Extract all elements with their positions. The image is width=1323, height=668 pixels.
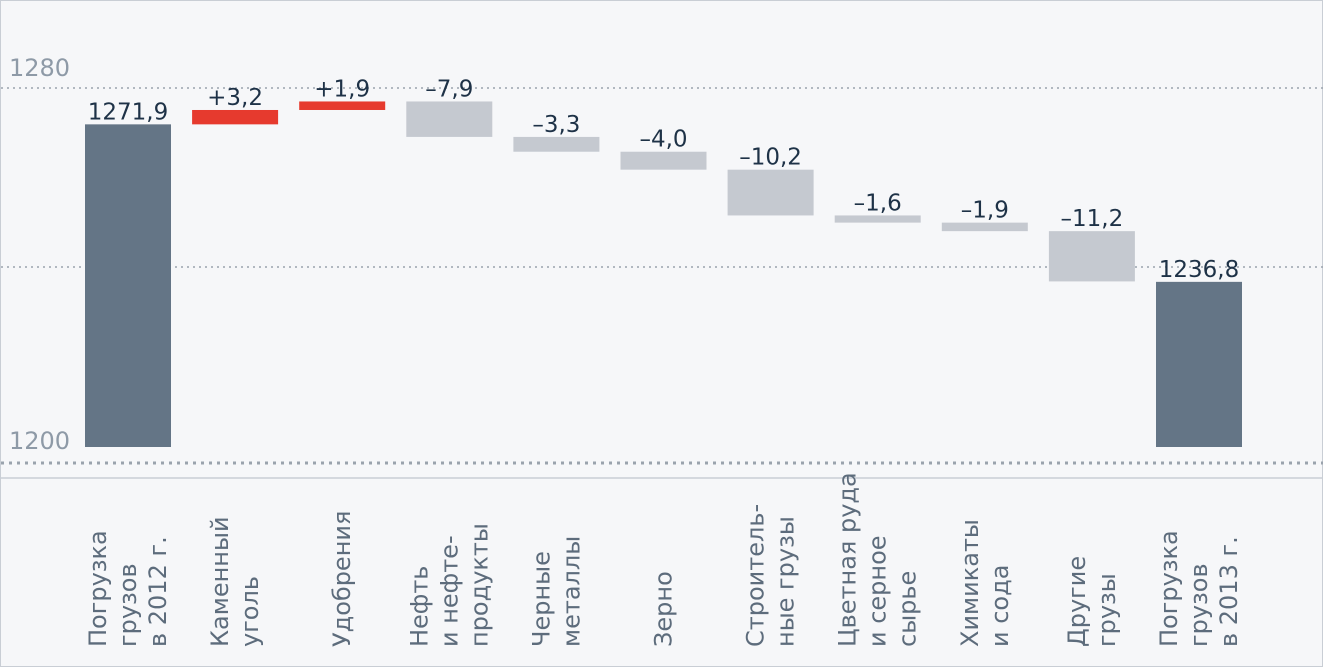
category-label-line: Погрузка: [84, 530, 112, 647]
category-label-line: металлы: [557, 536, 585, 647]
bar-1: [85, 124, 171, 447]
category-label-8: Цветная руда и серное сырье: [834, 472, 922, 647]
data-label-5: –3,3: [532, 112, 580, 138]
category-label-line: Каменный: [206, 516, 234, 647]
bar-5: [513, 136, 600, 152]
data-label-4: –7,9: [425, 76, 473, 102]
bar-10: [1048, 231, 1135, 282]
data-label-11: 1236,8: [1159, 257, 1239, 283]
category-label-3: Удобрения: [328, 511, 356, 647]
category-label-9: Химикаты и сода: [956, 519, 1014, 647]
y-tick-label-1200: 1200: [9, 427, 70, 455]
data-label-8: –1,6: [854, 190, 902, 216]
category-label-5: Черные металлы: [527, 536, 585, 647]
category-label-line: сырье: [894, 571, 922, 647]
bar-8: [834, 215, 921, 223]
category-label-line: Удобрения: [328, 511, 356, 647]
category-label-10: Другие грузы: [1063, 556, 1121, 647]
data-label-9: –1,9: [961, 198, 1009, 224]
category-label-line: грузы: [1093, 573, 1121, 647]
bar-9: [941, 222, 1028, 232]
category-label-2: Каменный уголь: [206, 516, 264, 647]
category-label-line: и серное: [864, 535, 892, 647]
data-label-2: +3,2: [207, 85, 263, 111]
bar-3: [299, 101, 386, 110]
category-label-line: и нефте-: [435, 535, 463, 647]
category-label-line: грузов: [114, 563, 142, 647]
category-label-7: Строитель-ные грузы: [742, 504, 800, 647]
category-label-line: Черные: [527, 551, 555, 647]
category-label-line: Другие: [1063, 556, 1091, 647]
category-label-line: в 2012 г.: [144, 536, 172, 647]
bar-2: [192, 109, 279, 125]
y-tick-label-1280: 1280: [9, 54, 70, 82]
category-label-line: продукты: [465, 523, 493, 647]
bar-11: [1156, 281, 1242, 447]
data-label-10: –11,2: [1061, 206, 1124, 232]
data-label-3: +1,9: [314, 76, 370, 102]
bar-6: [620, 151, 707, 170]
data-label-1: 1271,9: [88, 99, 168, 125]
category-label-line: Цветная руда: [834, 472, 862, 647]
category-label-6: Зерно: [650, 571, 678, 647]
category-label-11: Погрузка грузов в 2013 г.: [1155, 530, 1243, 647]
category-label-line: Зерно: [650, 571, 678, 647]
data-label-6: –4,0: [639, 127, 687, 153]
category-label-line: в 2013 г.: [1215, 536, 1243, 647]
category-label-line: Нефть: [405, 566, 433, 647]
bar-4: [406, 101, 493, 137]
category-label-line: Строитель-: [742, 504, 770, 647]
category-label-4: Нефть и нефте-продукты: [405, 523, 493, 647]
category-label-line: уголь: [236, 576, 264, 647]
category-label-line: Погрузка: [1155, 530, 1183, 647]
category-label-line: Химикаты: [956, 519, 984, 647]
category-label-line: грузов: [1185, 563, 1213, 647]
bar-7: [727, 169, 814, 216]
category-label-line: и сода: [986, 565, 1014, 647]
category-label-1: Погрузка грузов в 2012 г.: [84, 530, 172, 647]
category-label-line: ные грузы: [772, 516, 800, 647]
data-label-7: –10,2: [739, 145, 802, 171]
